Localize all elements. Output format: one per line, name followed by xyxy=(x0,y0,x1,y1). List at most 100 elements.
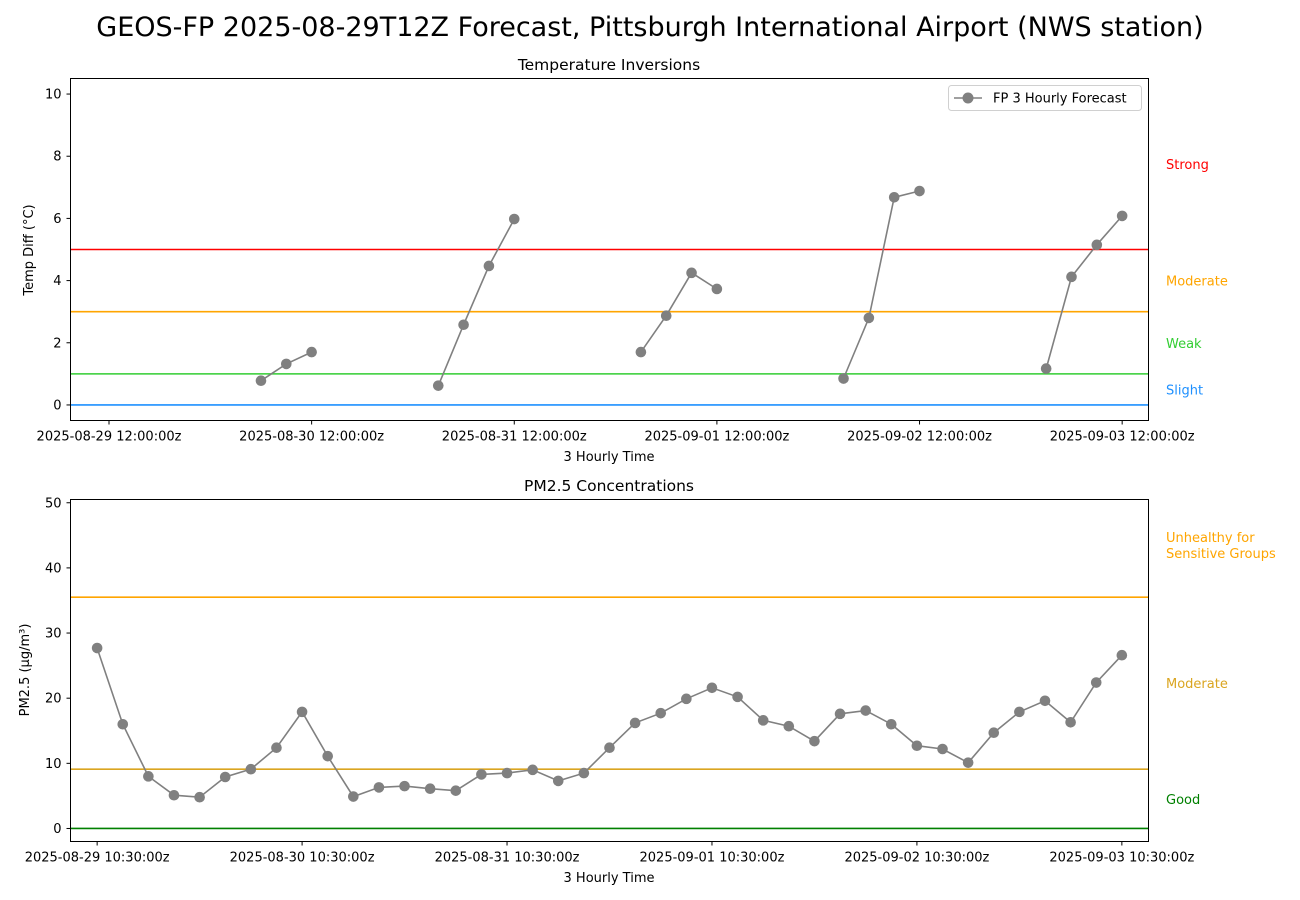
data-point xyxy=(655,707,667,719)
threshold-label: Good xyxy=(1166,793,1200,808)
data-point xyxy=(194,791,205,803)
panel-title: PM2.5 Concentrations xyxy=(524,477,694,495)
data-point xyxy=(962,757,974,768)
series-line xyxy=(437,218,516,387)
data-point xyxy=(450,785,462,796)
pm25-concentrations-panel: PM2.5 Concentrations 3 Hourly Time PM2.5… xyxy=(18,477,1276,886)
figure-title: GEOS-FP 2025-08-29T12Z Forecast, Pittsbu… xyxy=(96,12,1204,43)
threshold-label: Moderate xyxy=(1166,677,1228,692)
data-point xyxy=(91,642,103,654)
data-point xyxy=(432,380,444,391)
panel-title: Temperature Inversions xyxy=(517,56,700,74)
data-point xyxy=(706,682,718,694)
data-point xyxy=(168,789,180,801)
data-point xyxy=(552,775,564,787)
data-point xyxy=(1090,677,1102,688)
data-point xyxy=(711,283,723,295)
data-point xyxy=(1091,239,1103,251)
data-point xyxy=(271,742,282,753)
x-tick-label: 2025-09-01 10:30:00z xyxy=(640,851,785,866)
data-point xyxy=(296,706,308,718)
data-point xyxy=(809,735,820,747)
data-point xyxy=(322,750,334,762)
data-point xyxy=(1116,649,1128,661)
series-line xyxy=(640,271,718,353)
legend: FP 3 Hourly Forecast xyxy=(948,85,1142,111)
x-axis-ticks: 2025-08-29 10:30:00z 2025-08-30 10:30:00z… xyxy=(25,841,1194,866)
data-point xyxy=(635,346,647,358)
data-point xyxy=(681,693,692,705)
x-tick-label: 2025-08-30 10:30:00z xyxy=(230,851,375,866)
data-point xyxy=(757,715,769,726)
x-tick-label: 2025-09-03 10:30:00z xyxy=(1049,851,1194,866)
x-tick-label: 2025-08-29 10:30:00z xyxy=(25,851,170,866)
threshold-labels: Slight Weak Moderate Strong xyxy=(1166,158,1228,398)
data-point xyxy=(937,743,948,755)
data-point xyxy=(117,718,129,730)
temperature-inversions-panel: Temperature Inversions 3 Hourly Time Tem… xyxy=(22,56,1228,465)
series-line xyxy=(1045,215,1123,369)
y-tick-label: 30 xyxy=(45,627,62,642)
data-point xyxy=(885,718,897,730)
data-point xyxy=(660,310,672,322)
y-axis-label: Temp Diff (°C) xyxy=(22,204,37,296)
y-tick-label: 10 xyxy=(45,88,62,103)
x-axis-label: 3 Hourly Time xyxy=(564,450,655,465)
data-point xyxy=(281,358,292,370)
data-point xyxy=(219,771,231,783)
x-tick-label: 2025-09-03 12:00:00z xyxy=(1050,430,1195,445)
threshold-label: Strong xyxy=(1166,158,1209,173)
plot-frame xyxy=(70,78,1149,421)
x-tick-label: 2025-09-02 12:00:00z xyxy=(847,430,992,445)
data-point xyxy=(527,764,538,776)
x-axis-label: 3 Hourly Time xyxy=(564,871,655,886)
series-lines xyxy=(91,642,1128,803)
y-tick-label: 2 xyxy=(53,336,61,351)
threshold-lines xyxy=(70,248,1149,406)
y-tick-label: 10 xyxy=(45,757,62,772)
data-point xyxy=(1066,271,1077,283)
legend-entry: FP 3 Hourly Forecast xyxy=(993,92,1127,107)
legend-marker-icon xyxy=(962,92,974,104)
x-tick-label: 2025-08-29 12:00:00z xyxy=(37,430,182,445)
data-point xyxy=(508,213,520,225)
data-point xyxy=(860,705,871,716)
data-point xyxy=(483,260,495,272)
data-point xyxy=(686,267,697,279)
data-point xyxy=(578,767,590,779)
series-line xyxy=(96,647,1123,799)
threshold-labels: Good Moderate Unhealthy for Sensitive Group… xyxy=(1166,531,1276,808)
threshold-label: Unhealthy for Sensitive Groups xyxy=(1166,531,1276,562)
x-tick-label: 2025-09-01 12:00:00z xyxy=(644,430,789,445)
data-point xyxy=(783,720,795,732)
data-point xyxy=(424,783,436,795)
legend-box xyxy=(948,85,1142,111)
data-point xyxy=(888,191,900,203)
y-tick-label: 4 xyxy=(53,274,61,289)
data-point xyxy=(245,763,257,775)
data-point xyxy=(838,373,849,384)
x-tick-label: 2025-08-31 10:30:00z xyxy=(435,851,580,866)
y-axis-label: PM2.5 (μg/m³) xyxy=(18,624,33,717)
data-point xyxy=(1014,706,1025,718)
data-point xyxy=(458,319,469,331)
data-point xyxy=(501,767,513,779)
data-point xyxy=(476,769,487,780)
threshold-lines xyxy=(70,596,1149,830)
data-point xyxy=(1065,716,1076,728)
data-point xyxy=(1039,695,1051,707)
data-point xyxy=(732,691,743,703)
y-tick-label: 8 xyxy=(53,150,61,165)
y-tick-label: 0 xyxy=(53,822,61,837)
y-tick-label: 40 xyxy=(45,561,62,576)
y-tick-label: 0 xyxy=(53,398,61,413)
data-point xyxy=(863,312,875,324)
data-point xyxy=(399,780,410,792)
plot-frame xyxy=(70,499,1149,842)
series-line xyxy=(842,190,920,379)
data-point xyxy=(1040,363,1052,374)
threshold-label: Moderate xyxy=(1166,275,1228,290)
data-point xyxy=(604,742,615,753)
x-tick-label: 2025-08-31 12:00:00z xyxy=(442,430,587,445)
x-tick-label: 2025-08-30 12:00:00z xyxy=(239,430,384,445)
